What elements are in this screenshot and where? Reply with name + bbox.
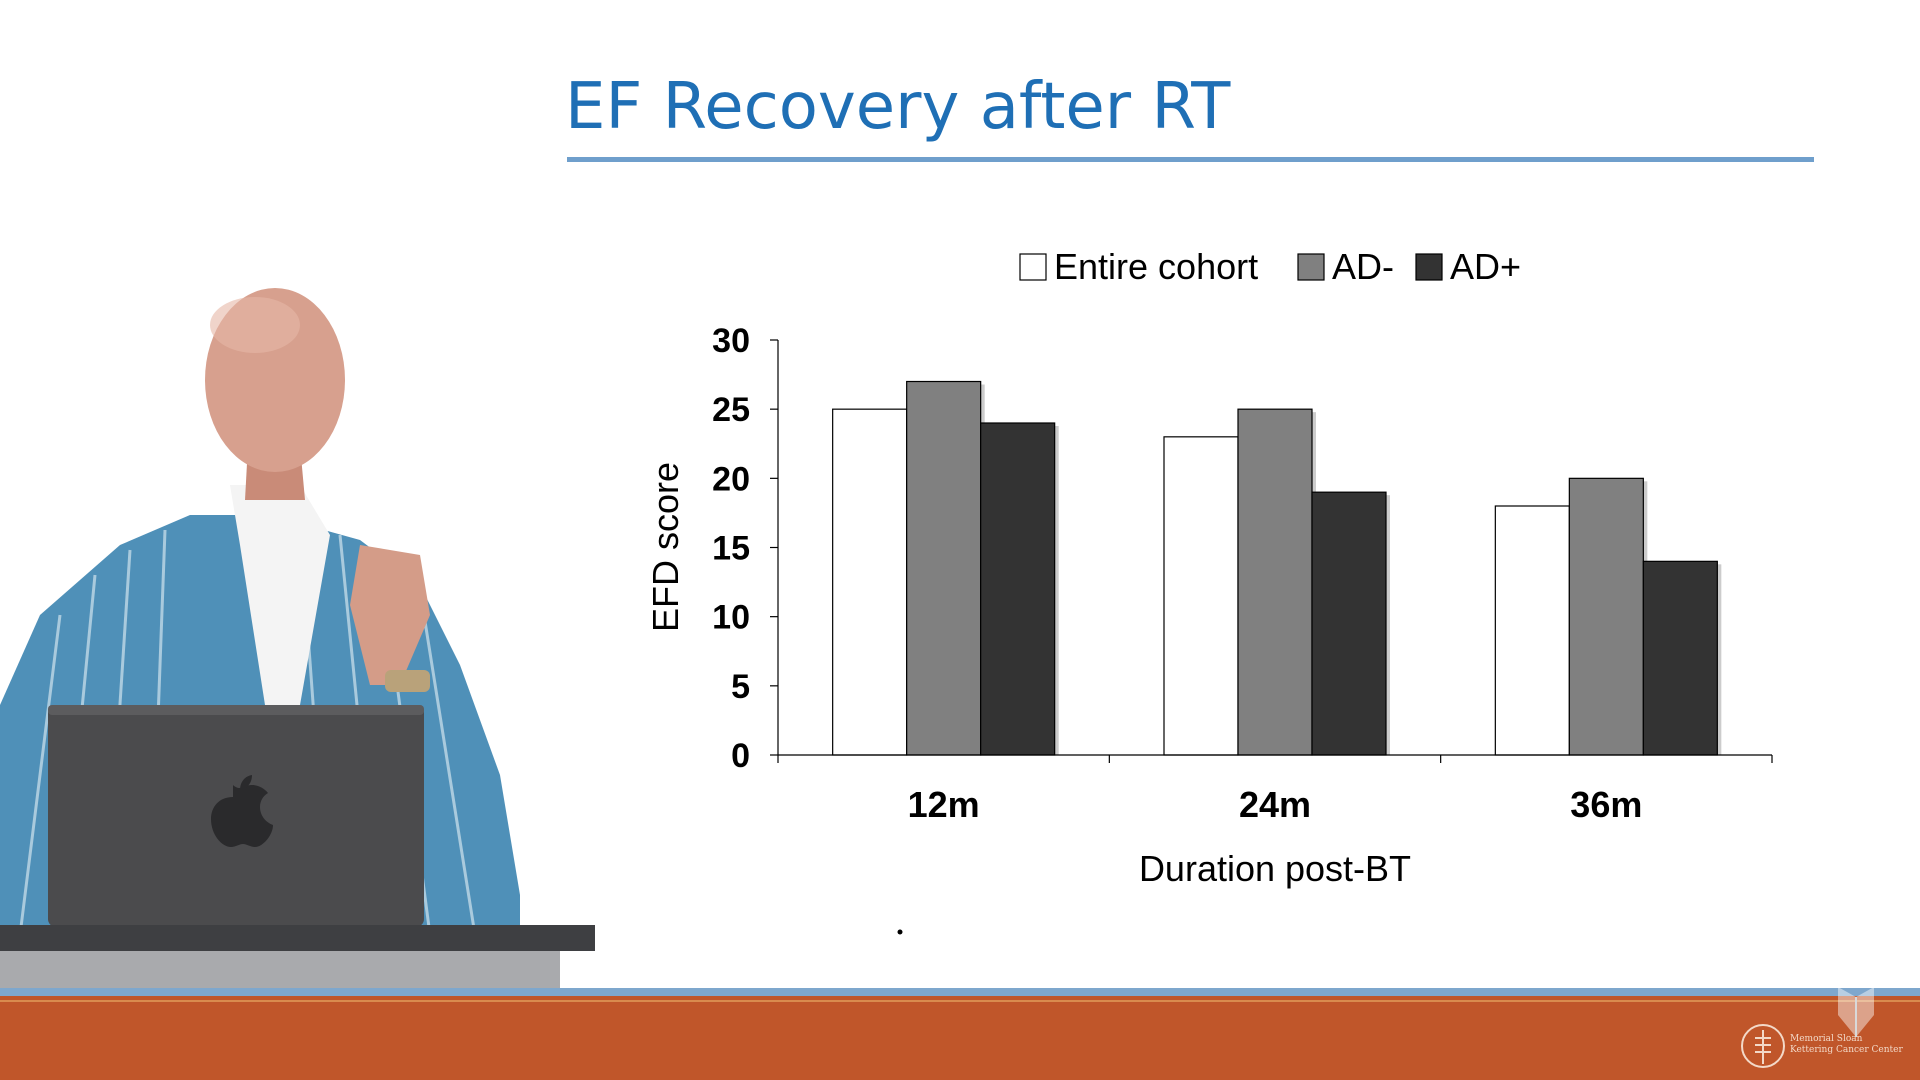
footer-blue-band (0, 988, 1920, 996)
bar-36m-0 (1494, 505, 1570, 756)
title-underline (567, 157, 1814, 162)
bar-24m-2 (1311, 491, 1387, 756)
y-tick-label: 10 (712, 599, 750, 637)
stray-dot (897, 929, 903, 935)
y-tick-label: 25 (712, 391, 750, 429)
footer-orange-band (0, 996, 1920, 1080)
x-axis-title: Duration post-BT (1139, 848, 1411, 889)
bar-24m-0 (1163, 436, 1239, 756)
bar-36m-2 (1642, 560, 1718, 756)
bar-24m-1 (1237, 408, 1313, 756)
legend-swatch-1 (1297, 253, 1325, 281)
bar-12m-2 (980, 422, 1056, 756)
x-tick-label-12m: 12m (908, 784, 980, 825)
x-tick-label-36m: 36m (1570, 784, 1642, 825)
legend-label-0: Entire cohort (1054, 246, 1258, 287)
msk-logo: Memorial Sloan Kettering Cancer Center (1740, 1020, 1910, 1072)
y-tick-label: 20 (712, 460, 750, 498)
y-tick-label: 15 (712, 530, 750, 568)
legend-swatch-0 (1019, 253, 1047, 281)
bar-36m-1 (1568, 477, 1644, 756)
bar-12m-1 (906, 380, 982, 756)
bar-12m-0 (832, 408, 908, 756)
watermark-icon (1838, 987, 1874, 1037)
x-tick-label-24m: 24m (1239, 784, 1311, 825)
legend-label-1: AD- (1332, 246, 1394, 287)
legend-swatch-2 (1415, 253, 1443, 281)
y-tick-label: 0 (731, 737, 750, 775)
y-tick-label: 5 (731, 668, 750, 706)
y-axis-title: EFD score (645, 462, 686, 632)
msk-logo-icon (1741, 1024, 1785, 1068)
presenter-video-icon (0, 288, 595, 990)
y-tick-label: 30 (712, 322, 750, 360)
legend-label-2: AD+ (1450, 246, 1521, 287)
footer-accent-line (0, 1000, 1920, 1002)
slide-title: EF Recovery after RT (565, 70, 1231, 144)
logo-text: Memorial Sloan Kettering Cancer Center (1790, 1034, 1903, 1055)
